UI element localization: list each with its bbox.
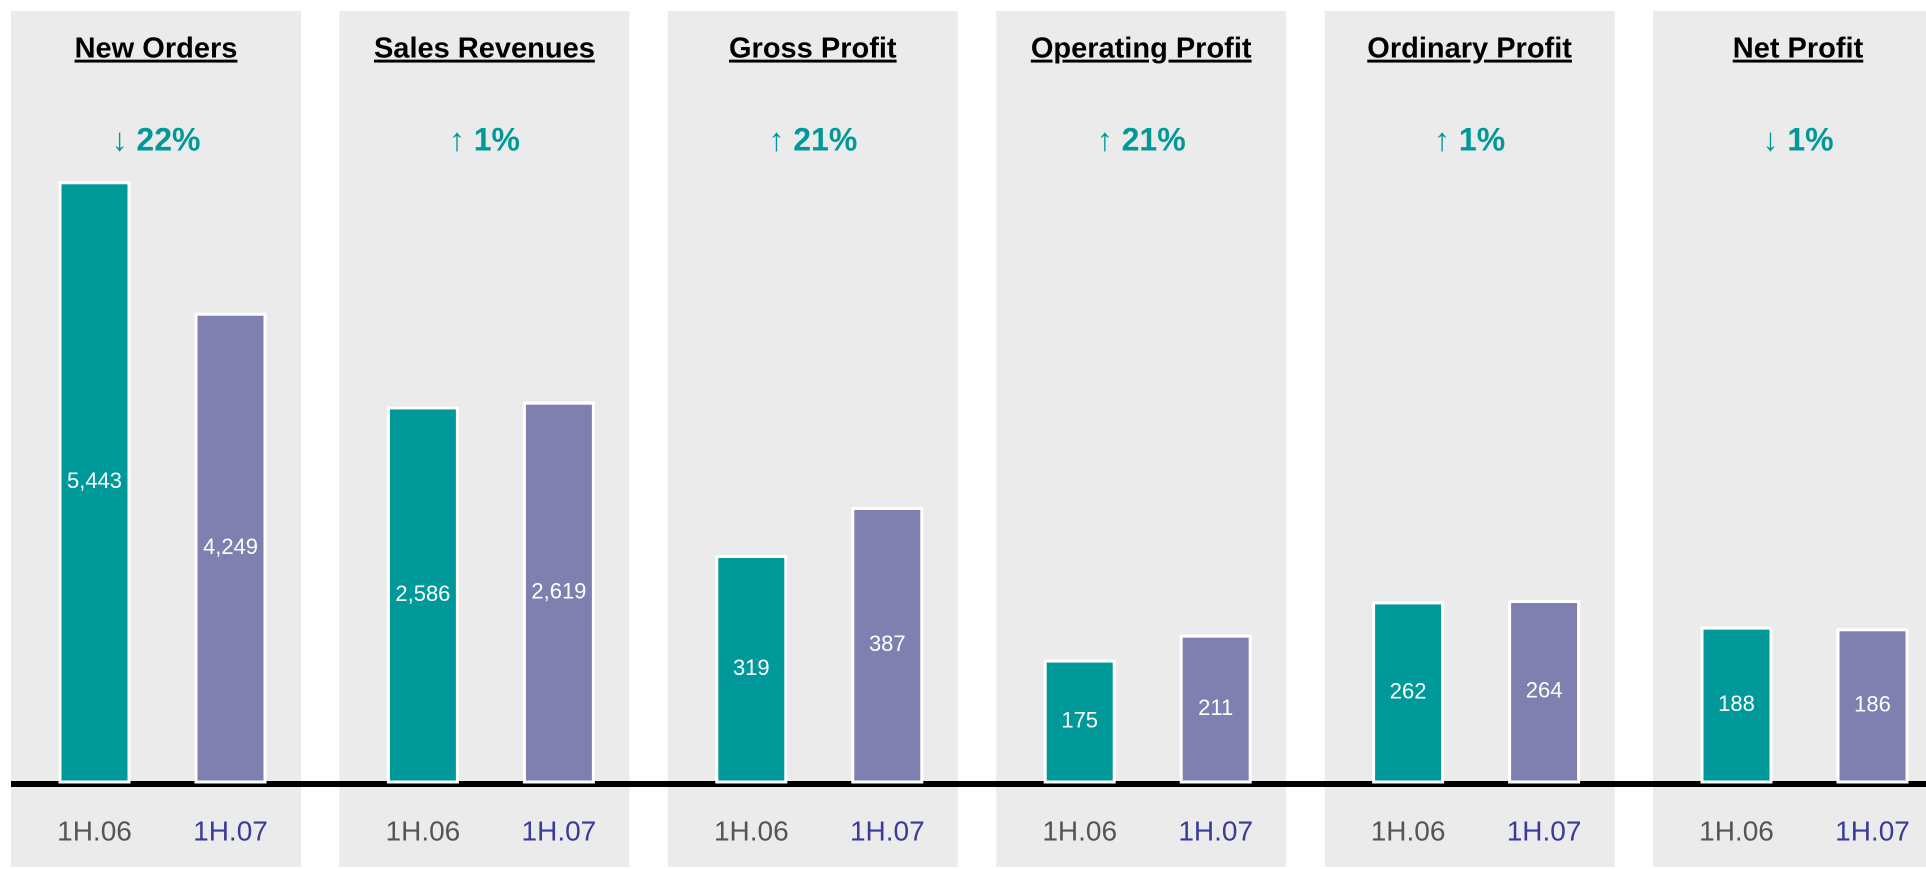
change-label: ↑ 21% bbox=[1097, 121, 1186, 157]
x-tick-label: 1H.07 bbox=[1835, 815, 1910, 846]
panel-title: New Orders bbox=[75, 33, 238, 65]
bar bbox=[1043, 659, 1116, 784]
x-tick-label: 1H.06 bbox=[714, 815, 789, 846]
bar bbox=[194, 312, 267, 784]
value-label: 175 bbox=[1061, 707, 1098, 732]
value-label: 2,586 bbox=[395, 581, 450, 606]
value-label: 186 bbox=[1854, 692, 1891, 717]
panel-title: Operating Profit bbox=[1031, 33, 1252, 65]
value-label: 211 bbox=[1198, 695, 1233, 720]
bar bbox=[58, 181, 131, 784]
x-tick-label: 1H.06 bbox=[1699, 815, 1774, 846]
value-label: 319 bbox=[733, 655, 770, 680]
x-tick-label: 1H.06 bbox=[1042, 815, 1117, 846]
panel-title: Net Profit bbox=[1733, 33, 1864, 65]
bar bbox=[1508, 600, 1581, 784]
change-label: ↑ 1% bbox=[449, 121, 520, 157]
bar bbox=[851, 506, 924, 784]
bar bbox=[1372, 601, 1445, 784]
x-tick-label: 1H.07 bbox=[522, 815, 597, 846]
x-tick-label: 1H.06 bbox=[386, 815, 461, 846]
panel-title: Ordinary Profit bbox=[1367, 33, 1572, 65]
x-tick-label: 1H.07 bbox=[850, 815, 925, 846]
value-label: 387 bbox=[869, 631, 906, 656]
x-tick-label: 1H.07 bbox=[193, 815, 268, 846]
bar bbox=[522, 401, 595, 784]
x-tick-label: 1H.06 bbox=[1371, 815, 1446, 846]
panel-title: Gross Profit bbox=[729, 33, 897, 65]
bar bbox=[1836, 628, 1909, 784]
value-label: 264 bbox=[1526, 678, 1563, 703]
value-label: 262 bbox=[1390, 678, 1427, 703]
change-label: ↓ 1% bbox=[1762, 121, 1833, 157]
change-label: ↑ 1% bbox=[1434, 121, 1505, 157]
value-label: 5,443 bbox=[67, 468, 122, 493]
bar bbox=[1700, 626, 1773, 784]
value-label: 2,619 bbox=[531, 578, 586, 603]
x-tick-label: 1H.06 bbox=[57, 815, 132, 846]
x-tick-label: 1H.07 bbox=[1507, 815, 1582, 846]
bar bbox=[1179, 634, 1252, 784]
change-label: ↓ 22% bbox=[112, 121, 201, 157]
value-label: 4,249 bbox=[203, 534, 258, 559]
x-tick-label: 1H.07 bbox=[1178, 815, 1253, 846]
bar bbox=[715, 555, 788, 784]
panel-title: Sales Revenues bbox=[374, 33, 595, 65]
bar bbox=[386, 406, 459, 784]
change-label: ↑ 21% bbox=[768, 121, 857, 157]
value-label: 188 bbox=[1718, 691, 1755, 716]
